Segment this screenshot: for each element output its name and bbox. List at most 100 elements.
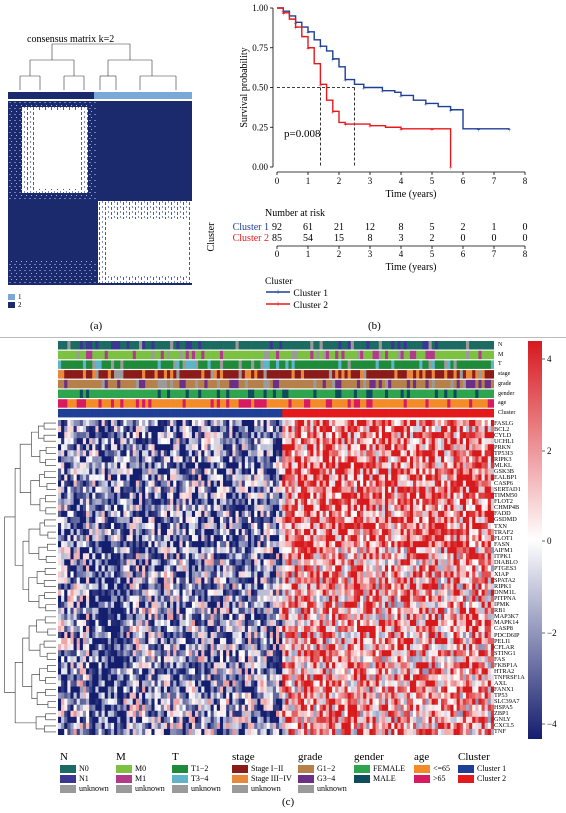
- heatmap-cell: [288, 444, 292, 451]
- heatmap-cell: [456, 486, 461, 493]
- heatmap-cell: [101, 565, 106, 572]
- annotation-cell: [170, 341, 174, 350]
- heatmap-cell: [61, 432, 65, 439]
- annotation-cell: [226, 408, 230, 418]
- heatmap-cell: [213, 541, 218, 548]
- heatmap-cell: [397, 456, 401, 463]
- heatmap-cell: [110, 456, 115, 463]
- annotation-cell: [416, 399, 420, 408]
- heatmap-cell: [403, 456, 408, 463]
- heatmap-cell: [425, 535, 429, 542]
- heatmap-cell: [297, 474, 302, 481]
- heatmap-cell: [450, 486, 454, 493]
- heatmap-cell: [353, 462, 358, 469]
- heatmap-cell: [475, 456, 479, 463]
- risk-count: 92: [272, 222, 282, 233]
- heatmap-cell: [163, 504, 168, 512]
- heatmap-cell: [157, 420, 162, 427]
- risk-count: 3: [399, 233, 404, 244]
- heatmap-cell: [120, 553, 124, 560]
- annotation-cell: [282, 379, 286, 389]
- annotation-cell: [381, 350, 386, 360]
- heatmap-cell: [201, 474, 205, 481]
- annotation-cell: [388, 399, 392, 408]
- heatmap-cell: [356, 480, 361, 487]
- heatmap-cell: [86, 565, 90, 572]
- heatmap-cell: [157, 559, 162, 566]
- annotation-cell: [266, 399, 271, 408]
- heatmap-cell: [285, 577, 289, 584]
- heatmap-cell: [201, 432, 205, 439]
- heatmap-cell: [465, 571, 470, 578]
- heatmap-cell: [151, 450, 155, 457]
- heatmap-cell: [397, 535, 401, 542]
- annotation-row-label: Cluster: [498, 409, 516, 416]
- heatmap-cell: [313, 450, 317, 457]
- heatmap-cell: [385, 480, 389, 487]
- heatmap-cell: [173, 559, 177, 566]
- annotation-cell: [173, 408, 177, 418]
- heatmap-cell: [126, 553, 130, 560]
- heatmap-cell: [126, 571, 130, 578]
- heatmap-cell: [132, 456, 137, 463]
- heatmap-cell: [316, 577, 320, 584]
- heatmap-cell: [347, 577, 352, 584]
- annotation-cell: [319, 399, 324, 408]
- heatmap-cell: [447, 504, 451, 512]
- heatmap-cell: [304, 456, 308, 463]
- heatmap-cell: [191, 426, 196, 433]
- annotation-cell: [89, 360, 93, 369]
- heatmap-cell: [282, 510, 286, 518]
- heatmap-cell: [481, 438, 485, 445]
- heatmap-cell: [347, 480, 352, 487]
- heatmap-cell: [104, 438, 109, 445]
- heatmap-cell: [163, 480, 168, 487]
- heatmap-cell: [132, 571, 137, 578]
- heatmap-cell: [170, 547, 174, 554]
- heatmap-cell: [276, 444, 280, 451]
- heatmap-cell: [459, 474, 464, 481]
- heatmap-cell: [82, 432, 87, 439]
- heatmap-cell: [269, 541, 274, 548]
- heatmap-cell: [191, 535, 196, 542]
- heatmap-cell: [154, 420, 158, 427]
- heatmap-cell: [288, 547, 292, 554]
- heatmap-cell: [406, 535, 411, 542]
- heatmap-cell: [123, 535, 127, 542]
- heatmap-cell: [279, 516, 283, 524]
- annotation-cell: [170, 379, 174, 389]
- heatmap-cell: [350, 444, 355, 451]
- heatmap-cell: [185, 420, 190, 427]
- heatmap-cell: [484, 498, 489, 506]
- heatmap-cell: [400, 541, 404, 548]
- heatmap-cell: [244, 420, 249, 427]
- annotation-cell: [391, 379, 395, 389]
- heatmap-cell: [213, 504, 218, 512]
- annotation-cell: [344, 399, 348, 408]
- heatmap-cell: [198, 522, 202, 530]
- heatmap-cell: [151, 571, 155, 578]
- heatmap-cell: [117, 438, 121, 445]
- heatmap-cell: [213, 559, 218, 566]
- heatmap-cell: [238, 553, 243, 560]
- heatmap-cell: [447, 492, 451, 500]
- heatmap-cell: [325, 516, 330, 524]
- heatmap-cell: [385, 535, 389, 542]
- heatmap-cell: [142, 444, 146, 451]
- annotation-cell: [232, 370, 236, 379]
- heatmap-cell: [282, 480, 286, 487]
- heatmap-cell: [226, 432, 230, 439]
- heatmap-cell: [195, 498, 199, 506]
- heatmap-cell: [282, 529, 286, 536]
- annotation-cell: [419, 370, 423, 379]
- annotation-cell: [107, 360, 112, 369]
- annotation-cell: [450, 350, 454, 360]
- heatmap-cell: [400, 498, 404, 506]
- heatmap-cell: [288, 498, 292, 506]
- heatmap-cell: [188, 426, 193, 433]
- heatmap-cell: [313, 547, 317, 554]
- heatmap-cell: [394, 426, 398, 433]
- annotation-cell: [170, 408, 174, 418]
- heatmap-cell: [335, 492, 339, 500]
- annotation-cell: [285, 379, 289, 389]
